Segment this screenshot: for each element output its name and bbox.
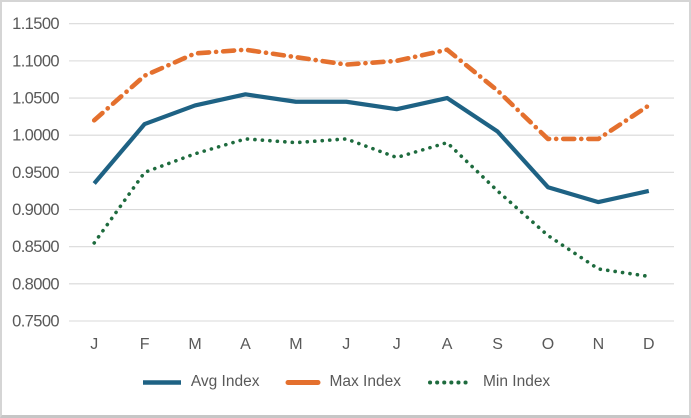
x-axis-label: N: [593, 336, 605, 353]
series-line-max-index: [91, 47, 652, 142]
legend-label-max-index: Max Index: [329, 373, 401, 390]
x-axis-label: J: [393, 336, 401, 353]
y-axis-tick-label: 0.9500: [12, 164, 59, 182]
x-axis-label: J: [90, 336, 98, 353]
min-index-line-swatch: [427, 380, 474, 384]
legend-item-max-index: Max Index: [285, 373, 401, 391]
series-line-min-index: [92, 137, 651, 279]
max-index-line-swatch: [285, 379, 321, 385]
legend-label-min-index: Min Index: [482, 373, 551, 390]
x-axis-label: A: [240, 336, 251, 353]
legend-item-min-index: Min Index: [427, 373, 550, 391]
avg-index-line-swatch: [142, 379, 181, 385]
x-axis-label: M: [289, 336, 302, 353]
x-axis-label: O: [542, 336, 554, 353]
chart-legend: Avg Index Max Index Min Index: [2, 373, 689, 391]
x-axis-label: J: [342, 336, 350, 353]
y-axis-tick-label: 1.0500: [12, 90, 59, 108]
x-axis-label: F: [140, 336, 150, 353]
y-axis-tick-label: 0.8000: [12, 275, 59, 293]
legend-item-avg-index: Avg Index: [141, 373, 260, 391]
x-axis-label: A: [442, 336, 453, 353]
y-axis-tick-label: 0.9000: [12, 201, 59, 219]
y-axis-tick-label: 0.7500: [12, 313, 59, 331]
y-axis-tick-label: 1.1500: [12, 15, 59, 33]
x-axis-label: S: [492, 336, 503, 353]
y-axis-tick-label: 1.1000: [12, 52, 59, 70]
legend-label-avg-index: Avg Index: [190, 373, 260, 390]
y-axis-tick-label: 1.0000: [12, 127, 59, 145]
x-axis-label: D: [643, 336, 655, 353]
y-axis-tick-label: 0.8500: [12, 238, 59, 256]
x-axis-label: M: [188, 336, 201, 353]
series-line-avg-index: [92, 92, 650, 205]
